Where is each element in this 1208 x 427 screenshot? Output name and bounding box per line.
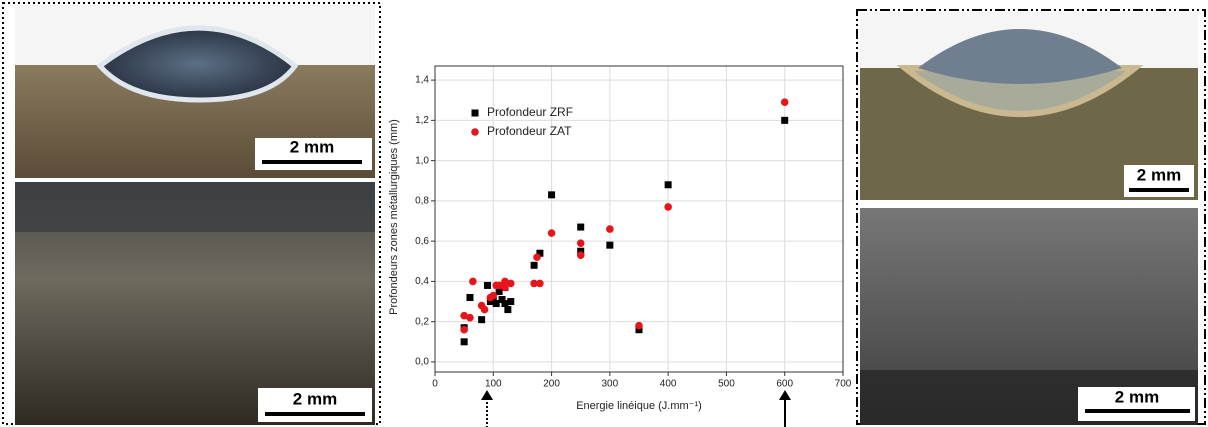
legend-marker — [471, 128, 479, 136]
point — [498, 296, 506, 304]
point — [576, 251, 585, 260]
point — [460, 325, 468, 334]
legend-label: Profondeur ZRF — [487, 105, 573, 119]
scale-bar: 2 mm — [1124, 165, 1194, 197]
scale-label: 2 mm — [1137, 165, 1181, 184]
weld-bead — [96, 25, 299, 103]
point — [492, 300, 500, 308]
legend-label: Profondeur ZAT — [487, 124, 572, 138]
legend-marker — [471, 109, 479, 117]
haz — [896, 65, 1144, 117]
point — [781, 116, 789, 124]
point — [577, 223, 585, 231]
x-tick-label: 400 — [660, 379, 677, 390]
y-axis-label: Profondeurs zones métallurgiques (mm) — [388, 119, 400, 315]
point — [533, 253, 541, 262]
point — [606, 225, 614, 233]
y-tick-label: 0,2 — [415, 316, 429, 327]
y-tick-label: 1,4 — [415, 75, 429, 86]
point — [536, 249, 544, 257]
panel-border — [856, 9, 1206, 425]
y-tick-label: 0,8 — [415, 196, 429, 207]
point — [576, 239, 585, 247]
point — [504, 306, 512, 314]
point — [478, 316, 486, 324]
point — [489, 291, 498, 300]
x-tick-label: 300 — [602, 379, 619, 390]
point — [460, 311, 468, 320]
scale-label: 2 mm — [293, 389, 337, 408]
point — [495, 281, 503, 290]
point — [780, 98, 789, 107]
point — [501, 277, 509, 286]
y-tick-label: 1,2 — [415, 115, 429, 126]
y-tick-label: 1,0 — [415, 155, 429, 166]
point — [635, 326, 643, 334]
plot-area — [435, 66, 843, 372]
point — [530, 279, 538, 288]
arrow-head — [779, 390, 791, 400]
point — [483, 281, 491, 289]
scale-bar: 2 mm — [255, 137, 372, 170]
x-tick-label: 700 — [835, 379, 852, 390]
scale-label: 2 mm — [290, 137, 334, 156]
point — [469, 277, 477, 286]
point — [664, 181, 672, 189]
point — [606, 241, 614, 249]
point — [547, 229, 556, 237]
scale-bar: 2 mm — [1078, 387, 1195, 421]
point — [466, 313, 474, 322]
x-tick-label: 500 — [718, 379, 735, 390]
point — [506, 279, 515, 288]
point — [480, 305, 489, 314]
point — [577, 247, 585, 255]
point — [501, 300, 509, 308]
y-tick-label: 0,4 — [415, 276, 429, 287]
scale-bar: 2 mm — [258, 388, 372, 422]
plot-frame — [434, 65, 844, 373]
y-tick-label: 0,0 — [415, 357, 429, 368]
point — [495, 287, 503, 295]
point — [548, 191, 556, 199]
weld-bead — [918, 29, 1122, 84]
point — [530, 261, 538, 269]
arrow-head — [481, 390, 493, 400]
x-tick-label: 200 — [543, 379, 560, 390]
x-tick-label: 0 — [432, 379, 438, 390]
point — [466, 294, 474, 302]
scale-label: 2 mm — [1115, 387, 1159, 406]
point — [635, 321, 643, 330]
chart: Energie linéique (J.mm⁻¹) Profondeurs zo… — [388, 65, 852, 412]
x-tick-label: 600 — [776, 379, 793, 390]
point — [664, 203, 672, 211]
point — [536, 279, 544, 288]
y-tick-label: 0,6 — [415, 236, 429, 247]
x-axis-label: Energie linéique (J.mm⁻¹) — [576, 400, 702, 412]
point — [501, 283, 509, 292]
point — [460, 338, 468, 346]
point — [507, 298, 515, 306]
x-tick-label: 100 — [485, 379, 502, 390]
micrograph-layer — [15, 182, 375, 232]
